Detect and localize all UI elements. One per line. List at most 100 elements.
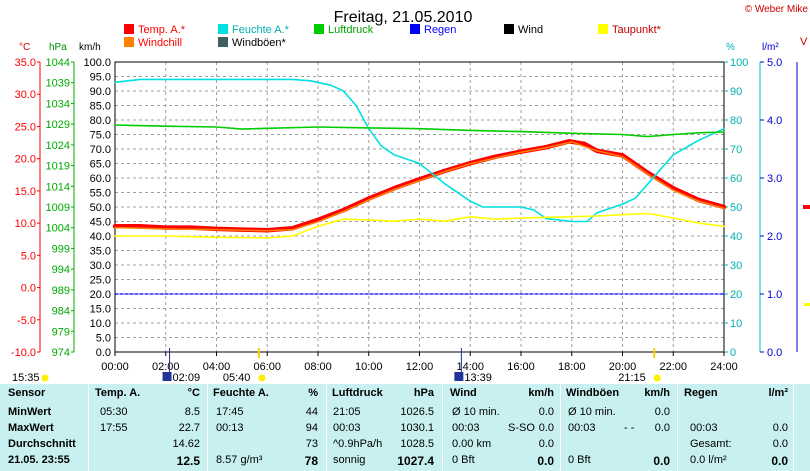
table-cell-b-a: Ø 10 min. xyxy=(568,406,616,418)
wind-axis-tick-label: 25.0 xyxy=(90,275,111,287)
table-cell-p-val: 1028.5 xyxy=(400,438,434,450)
header-feuchte: Feuchte A. xyxy=(213,387,269,399)
legend-label: Feuchte A.* xyxy=(232,24,290,36)
column-divider xyxy=(88,384,89,471)
header-temp: Temp. A. xyxy=(95,387,141,399)
table-cell-b-a: 0 Bft xyxy=(568,454,591,466)
pressure-axis-tick-label: 1009 xyxy=(46,202,70,214)
time-axis-tick-label: 02:00 xyxy=(152,361,180,373)
series-line-taupunkt xyxy=(114,212,725,239)
legend-label: Temp. A.* xyxy=(138,24,186,36)
temp-axis-tick-label: -10.0 xyxy=(11,347,36,359)
rain-axis-tick-label: 3.0 xyxy=(767,173,782,185)
pressure-axis-tick-label: 1014 xyxy=(46,181,70,193)
svg-text:V: V xyxy=(800,36,808,48)
temp-unit-label: °C xyxy=(19,42,30,53)
table-row: MaxWert 17:55 22.7 00:13 94 00:03 1030.1 00:03 S… xyxy=(0,422,810,437)
legend-swatch xyxy=(124,24,134,34)
wind-axis-tick-label: 65.0 xyxy=(90,159,111,171)
humidity-axis-tick-label: 60 xyxy=(730,173,742,185)
header-windboeen: Windböen xyxy=(566,387,620,399)
pressure-axis-tick-label: 974 xyxy=(52,347,70,359)
pressure-unit-label: hPa xyxy=(49,42,67,53)
sun-time-label: 21:15 xyxy=(618,372,646,384)
humidity-axis-tick-label: 100 xyxy=(730,57,748,69)
header-windboeen-unit: km/h xyxy=(644,387,670,399)
wind-axis-tick-label: 40.0 xyxy=(90,231,111,243)
pressure-axis-tick-label: 1044 xyxy=(46,57,70,69)
wind-axis-tick-label: 35.0 xyxy=(90,246,111,258)
column-divider xyxy=(793,384,794,471)
temp-axis-tick-label: 25.0 xyxy=(15,121,36,133)
time-axis-tick-label: 08:00 xyxy=(304,361,332,373)
legend-swatch xyxy=(218,37,228,47)
table-cell-f-val: 73 xyxy=(305,438,318,450)
table-cell-r-val: 0.0 xyxy=(772,438,788,450)
humidity-axis-tick-label: 90 xyxy=(730,86,742,98)
table-cell-f-time: 00:13 xyxy=(216,422,244,434)
wind-axis-tick-label: 20.0 xyxy=(90,289,111,301)
table-cell-p-val: 1026.5 xyxy=(400,406,434,418)
table-cell-label: MaxWert xyxy=(8,422,54,434)
table-row: MinWert 05:30 8.5 17:45 44 21:05 1026.5 Ø 10 mi… xyxy=(0,406,810,421)
pressure-axis-tick-label: 1029 xyxy=(46,119,70,131)
table-cell-f-val: 78 xyxy=(304,454,318,468)
table-row: 21.05. 23:55 12.5 8.57 g/m³ 78 sonnig 1027.4 0… xyxy=(0,454,810,469)
time-axis-tick-label: 12:00 xyxy=(406,361,434,373)
table-cell-w-dir: S-SO xyxy=(508,422,535,434)
column-divider xyxy=(560,384,561,471)
time-axis-tick-label: 20:00 xyxy=(609,361,637,373)
sun-icon xyxy=(258,374,266,382)
time-axis-tick-label: 24:00 xyxy=(710,361,738,373)
header-regen: Regen xyxy=(684,387,718,399)
time-axis-tick-label: 18:00 xyxy=(558,361,586,373)
moon-icon xyxy=(162,372,172,381)
pressure-axis-tick-label: 1024 xyxy=(46,140,70,152)
wind-axis-tick-label: 95.0 xyxy=(90,72,111,84)
table-cell-p-time: sonnig xyxy=(333,454,366,466)
pressure-axis-tick-label: 994 xyxy=(52,264,70,276)
table-cell-b-val: 0.0 xyxy=(654,406,670,418)
series-line-windchill xyxy=(114,141,725,232)
wind-axis-tick-label: 75.0 xyxy=(90,130,111,142)
column-divider xyxy=(677,384,678,471)
table-cell-w-val: 0.0 xyxy=(538,422,554,434)
table-cell-p-time: 21:05 xyxy=(333,406,361,418)
temp-axis-tick-label: 10.0 xyxy=(15,218,36,230)
table-cell-b-val: 0.0 xyxy=(654,422,670,434)
legend-label: Wind xyxy=(518,24,543,36)
wind-axis-tick-label: 80.0 xyxy=(90,115,111,127)
column-divider xyxy=(326,384,327,471)
humidity-axis-tick-label: 40 xyxy=(730,231,742,243)
wind-axis-tick-label: 15.0 xyxy=(90,304,111,316)
table-cell-w-val: 0.0 xyxy=(538,438,554,450)
legend-label: Windchill xyxy=(138,37,182,49)
table-cell-f-time: 17:45 xyxy=(216,406,244,418)
moon-time-label: 13:39 xyxy=(464,372,492,384)
table-cell-p-val: 1030.1 xyxy=(400,422,434,434)
legend-label: Regen xyxy=(424,24,456,36)
wind-axis-tick-label: 0.0 xyxy=(96,347,111,359)
sun-moon-markers: 15:35 02:09 05:40 13:39 21:15 xyxy=(12,348,661,384)
table-cell-f-val: 44 xyxy=(305,406,318,418)
table-cell-b-a: 00:03 xyxy=(568,422,596,434)
humidity-axis-tick-label: 50 xyxy=(730,202,742,214)
pressure-axis-tick-label: 1004 xyxy=(46,223,70,235)
legend-swatch xyxy=(218,24,228,34)
table-cell-r-a: 0.0 l/m² xyxy=(690,454,727,466)
temp-axis-tick-label: 15.0 xyxy=(15,186,36,198)
pressure-axis-tick-label: 984 xyxy=(52,306,70,318)
temp-axis-tick-label: 20.0 xyxy=(15,154,36,166)
series-line-feuchte-a xyxy=(114,78,725,223)
table-row: Durchschnitt 14.62 73 ^0.9hPa/h 1028.5 0.00 k… xyxy=(0,438,810,453)
rain-axis-tick-label: 1.0 xyxy=(767,289,782,301)
time-axis-tick-label: 00:00 xyxy=(101,361,129,373)
pressure-axis-tick-label: 979 xyxy=(52,326,70,338)
humidity-axis-tick-label: 20 xyxy=(730,289,742,301)
axes: -10.0 -5.0 0.0 5.0 10.0 15.0 20.0 25.0 30.0 35.0 9… xyxy=(11,57,798,373)
header-temp-unit: °C xyxy=(187,387,200,399)
table-cell-w-val: 0.0 xyxy=(537,454,554,468)
rain-axis-tick-label: 5.0 xyxy=(767,57,782,69)
wind-axis-tick-label: 90.0 xyxy=(90,86,111,98)
series-lines xyxy=(112,78,727,295)
